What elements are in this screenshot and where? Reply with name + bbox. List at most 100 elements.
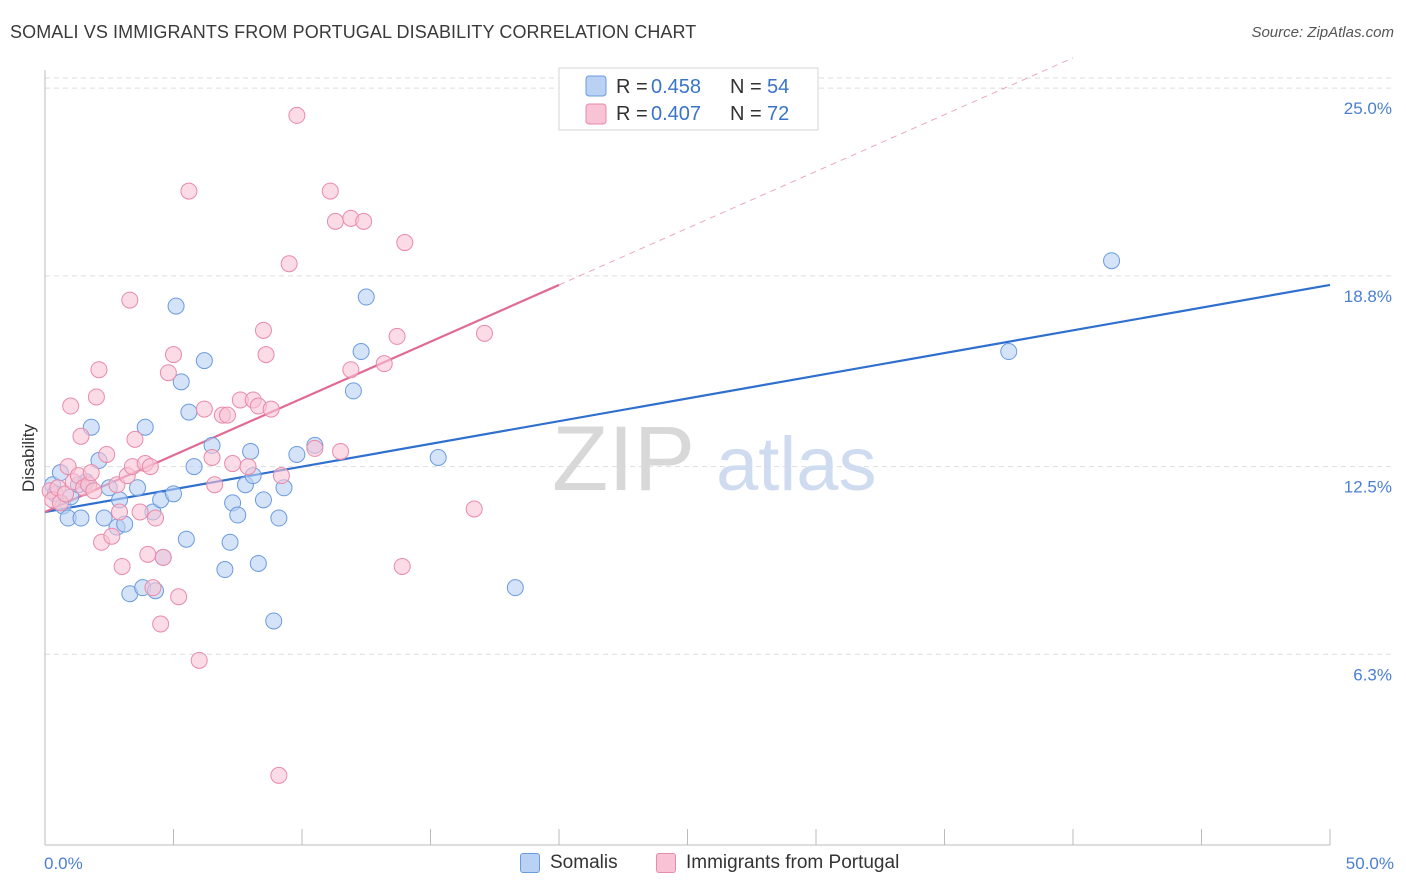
legend-r-label-2: R = <box>616 103 648 125</box>
data-point-portugal <box>224 455 242 473</box>
data-point-portugal <box>475 324 493 342</box>
data-point-somali <box>95 509 113 527</box>
chart-title: SOMALI VS IMMIGRANTS FROM PORTUGAL DISAB… <box>10 22 697 42</box>
data-point-portugal <box>62 397 80 415</box>
bottom-legend-label-portugal: Immigrants from Portugal <box>686 852 900 873</box>
data-point-portugal <box>332 442 350 460</box>
y-tick-label: 6.3% <box>1353 665 1392 684</box>
data-point-portugal <box>90 361 108 379</box>
data-point-somali <box>270 509 288 527</box>
legend-swatch-portugal <box>585 103 607 125</box>
data-point-somali <box>265 612 283 630</box>
legend-r-value-2: 0.407 <box>651 103 701 125</box>
data-point-somali <box>249 554 267 572</box>
data-point-portugal <box>262 400 280 418</box>
data-point-portugal <box>393 557 411 575</box>
data-point-portugal <box>288 106 306 124</box>
data-point-portugal <box>321 182 339 200</box>
watermark-atlas: atlas <box>716 422 877 507</box>
data-point-portugal <box>254 321 272 339</box>
data-point-portugal <box>154 548 172 566</box>
data-point-portugal <box>126 430 144 448</box>
data-point-portugal <box>218 406 236 424</box>
tick-labels: 6.3% 12.5% 18.8% 25.0% 0.0% 50.0% <box>44 99 1394 873</box>
data-point-somali <box>172 373 190 391</box>
legend-n-label-1: N = <box>730 76 762 98</box>
data-point-portugal <box>82 464 100 482</box>
data-point-portugal <box>272 467 290 485</box>
data-point-portugal <box>342 361 360 379</box>
bottom-legend-label-somalis: Somalis <box>550 852 618 873</box>
data-point-portugal <box>355 212 373 230</box>
data-point-somali <box>344 382 362 400</box>
data-point-portugal <box>147 509 165 527</box>
bottom-legend-swatch-somalis <box>520 853 540 873</box>
data-point-somali <box>1000 343 1018 361</box>
data-point-somali <box>195 352 213 370</box>
legend-r-label-1: R = <box>616 76 648 98</box>
gridlines <box>45 77 1392 655</box>
data-point-portugal <box>103 527 121 545</box>
data-point-portugal <box>326 212 344 230</box>
data-point-portugal <box>396 234 414 252</box>
y-tick-label: 18.8% <box>1344 287 1392 306</box>
chart-source: Source: ZipAtlas.com <box>1251 24 1394 41</box>
legend-swatch-somalis <box>585 75 607 97</box>
x-tick-label-min: 0.0% <box>44 854 83 873</box>
data-point-portugal <box>306 439 324 457</box>
y-tick-label: 25.0% <box>1344 99 1392 118</box>
data-point-portugal <box>375 355 393 373</box>
data-point-portugal <box>170 588 188 606</box>
y-tick-label: 12.5% <box>1344 478 1392 497</box>
bottom-legend-portugal: Immigrants from Portugal <box>656 852 899 874</box>
data-point-portugal <box>139 545 157 563</box>
data-point-somali <box>357 288 375 306</box>
axes <box>44 70 1331 846</box>
data-point-portugal <box>87 388 105 406</box>
data-points <box>41 106 1121 784</box>
data-point-somali <box>180 403 198 421</box>
data-point-portugal <box>121 291 139 309</box>
stats-legend: R = 0.458 N = 54 R = 0.407 N = 72 <box>558 67 819 131</box>
legend-n-label-2: N = <box>730 103 762 125</box>
x-tick-label-max: 50.0% <box>1346 854 1394 873</box>
data-point-portugal <box>85 482 103 500</box>
data-point-portugal <box>270 766 288 784</box>
data-point-somali <box>288 445 306 463</box>
watermark-zip: ZIP <box>552 408 695 510</box>
data-point-somali <box>216 561 234 579</box>
data-point-somali <box>136 418 154 436</box>
data-point-portugal <box>239 458 257 476</box>
data-point-portugal <box>98 445 116 463</box>
watermark: ZIP atlas <box>552 408 877 510</box>
data-point-portugal <box>195 400 213 418</box>
data-point-somali <box>352 343 370 361</box>
data-point-somali <box>129 479 147 497</box>
bottom-legend-swatch-portugal <box>656 853 676 873</box>
data-point-portugal <box>131 503 149 521</box>
data-point-somali <box>242 442 260 460</box>
data-point-somali <box>254 491 272 509</box>
bottom-legend: Somalis Immigrants from Portugal <box>0 852 1406 878</box>
data-point-somali <box>167 297 185 315</box>
data-point-portugal <box>111 503 129 521</box>
data-point-portugal <box>144 579 162 597</box>
legend-n-value-2: 72 <box>767 103 789 125</box>
data-point-somali <box>221 533 239 551</box>
data-point-portugal <box>152 615 170 633</box>
data-point-somali <box>429 449 447 466</box>
data-point-portugal <box>72 427 90 445</box>
data-point-portugal <box>113 557 131 575</box>
data-point-somali <box>165 485 182 503</box>
data-point-portugal <box>141 458 159 476</box>
data-point-somali <box>506 579 524 597</box>
data-point-portugal <box>159 364 177 382</box>
data-point-portugal <box>165 346 182 364</box>
data-point-somali <box>72 509 90 527</box>
data-point-portugal <box>180 182 198 200</box>
data-point-portugal <box>465 500 483 518</box>
data-point-portugal <box>257 346 275 364</box>
data-point-somali <box>1103 252 1121 270</box>
trend-extension-portugal <box>558 57 1074 286</box>
